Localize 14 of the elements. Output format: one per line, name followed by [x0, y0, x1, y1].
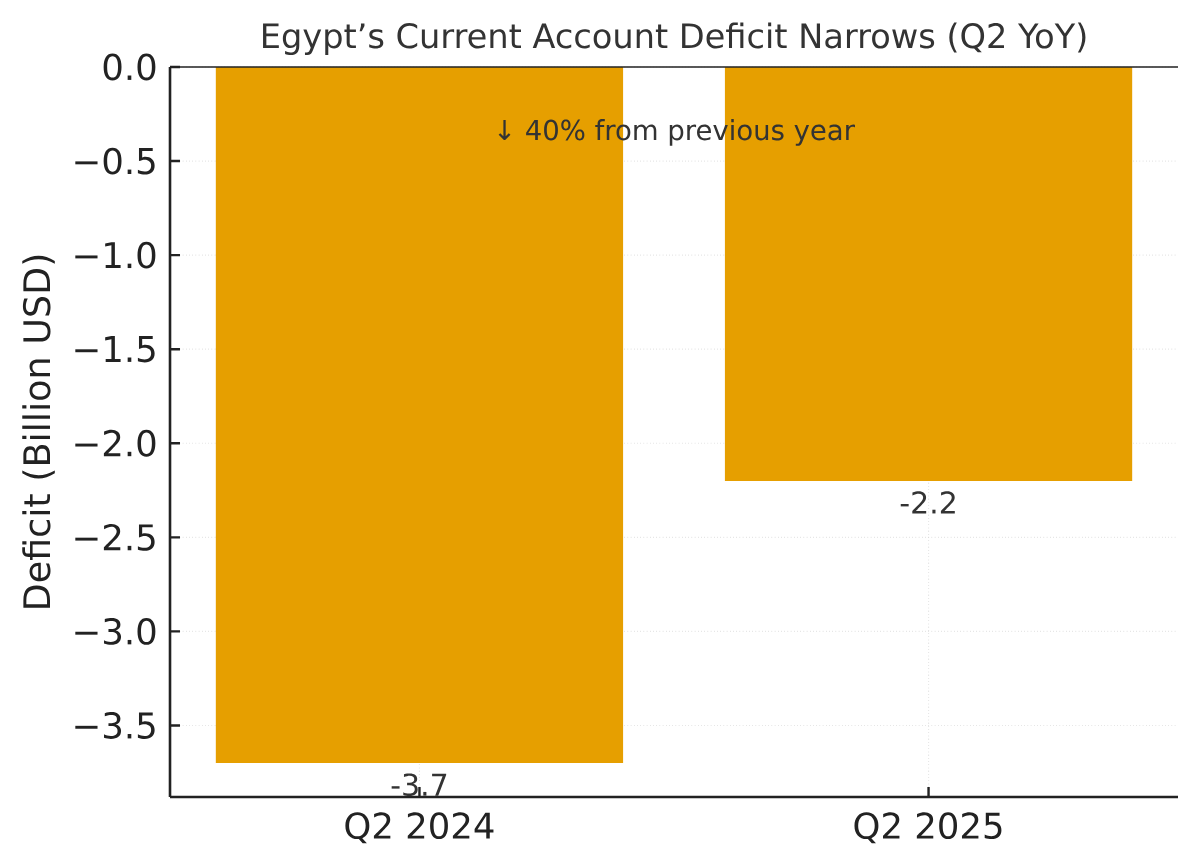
- y-tick-label: −2.0: [75, 429, 156, 457]
- data-label: -2.2: [900, 491, 955, 514]
- chart-title: Egypt’s Current Account Deficit Narrows (Q2 YoY): [263, 22, 1086, 55]
- y-axis-title: Deficit (Billion USD): [22, 255, 55, 608]
- x-tick-label: Q2 2025: [854, 812, 1002, 844]
- y-tick-label: −3.5: [75, 712, 155, 739]
- data-label: -3.7: [391, 773, 447, 797]
- y-tick-label: −2.5: [75, 523, 155, 551]
- y-tick-label: −1.5: [75, 336, 155, 363]
- y-tick-label: −0.5: [75, 147, 155, 175]
- y-tick-label: −1.0: [75, 241, 156, 269]
- x-tick-label: Q2 2024: [345, 812, 494, 844]
- y-tick-label: 0.0: [103, 53, 156, 81]
- y-tick-label: −3.0: [75, 618, 156, 645]
